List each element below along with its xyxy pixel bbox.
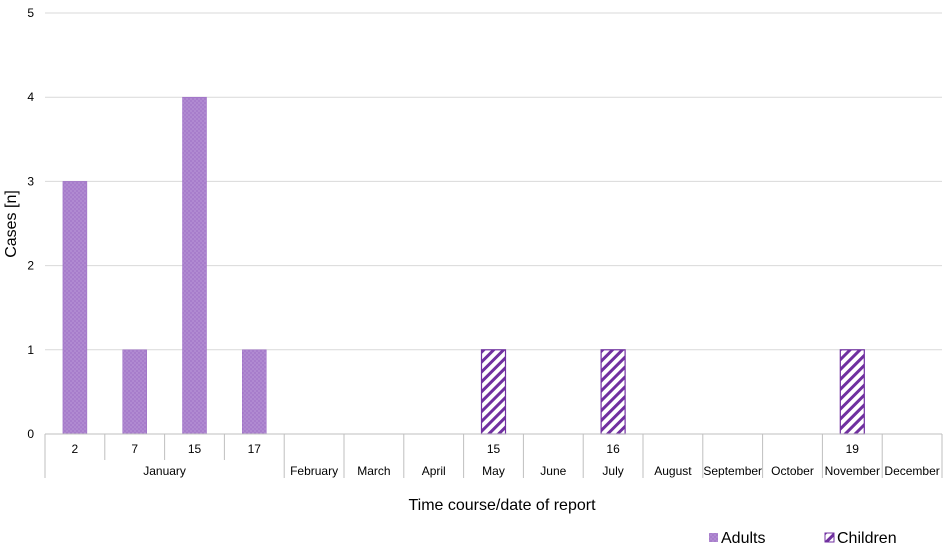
bar-adults — [242, 349, 267, 435]
bar-adults — [182, 96, 207, 435]
y-tick-label: 4 — [27, 90, 34, 104]
x-tick-label-month: November — [825, 464, 880, 478]
x-tick-label-month: July — [602, 464, 623, 478]
y-tick-label: 2 — [27, 259, 34, 273]
legend-swatch-children — [824, 532, 835, 543]
y-tick-label: 0 — [27, 427, 34, 441]
y-tick-label: 5 — [27, 6, 34, 20]
x-tick-label-day: 7 — [131, 442, 138, 456]
x-tick-label-day: 2 — [72, 442, 79, 456]
bar-adults — [122, 349, 147, 435]
bar-children — [480, 349, 507, 435]
x-tick-label-day: 15 — [188, 442, 202, 456]
bars — [62, 96, 865, 435]
x-tick-label-month: January — [143, 464, 186, 478]
x-tick-label-month: April — [422, 464, 446, 478]
x-tick-label-month: May — [482, 464, 505, 478]
x-tick-label-month: June — [540, 464, 566, 478]
x-tick-label-day: 17 — [248, 442, 262, 456]
bar-adults — [62, 181, 88, 435]
x-tick-label-month: December — [884, 464, 939, 478]
y-tick-label: 1 — [27, 343, 34, 357]
y-axis-ticks: 0 1 2 3 4 5 — [27, 6, 34, 441]
bar-children — [600, 349, 626, 435]
x-tick-label-month: October — [771, 464, 814, 478]
x-axis-title: Time course/date of report — [408, 497, 596, 514]
legend-label-adults: Adults — [721, 530, 765, 547]
x-tick-label-month: August — [654, 464, 692, 478]
legend-label-children: Children — [837, 530, 897, 547]
x-tick-label-month: September — [703, 464, 762, 478]
legend: Adults Children — [709, 530, 897, 547]
x-tick-label-day: 19 — [846, 442, 860, 456]
x-tick-label-day: 15 — [487, 442, 501, 456]
y-tick-label: 3 — [27, 174, 34, 188]
y-axis-title: Cases [n] — [3, 190, 20, 258]
bar-children — [839, 349, 865, 435]
legend-swatch-adults — [709, 533, 718, 542]
x-tick-label-month: February — [290, 464, 338, 478]
x-axis: 2 7 15 17 15 16 19 January February March April May… — [44, 433, 943, 478]
x-tick-label-month: March — [357, 464, 390, 478]
x-tick-label-day: 16 — [606, 442, 620, 456]
